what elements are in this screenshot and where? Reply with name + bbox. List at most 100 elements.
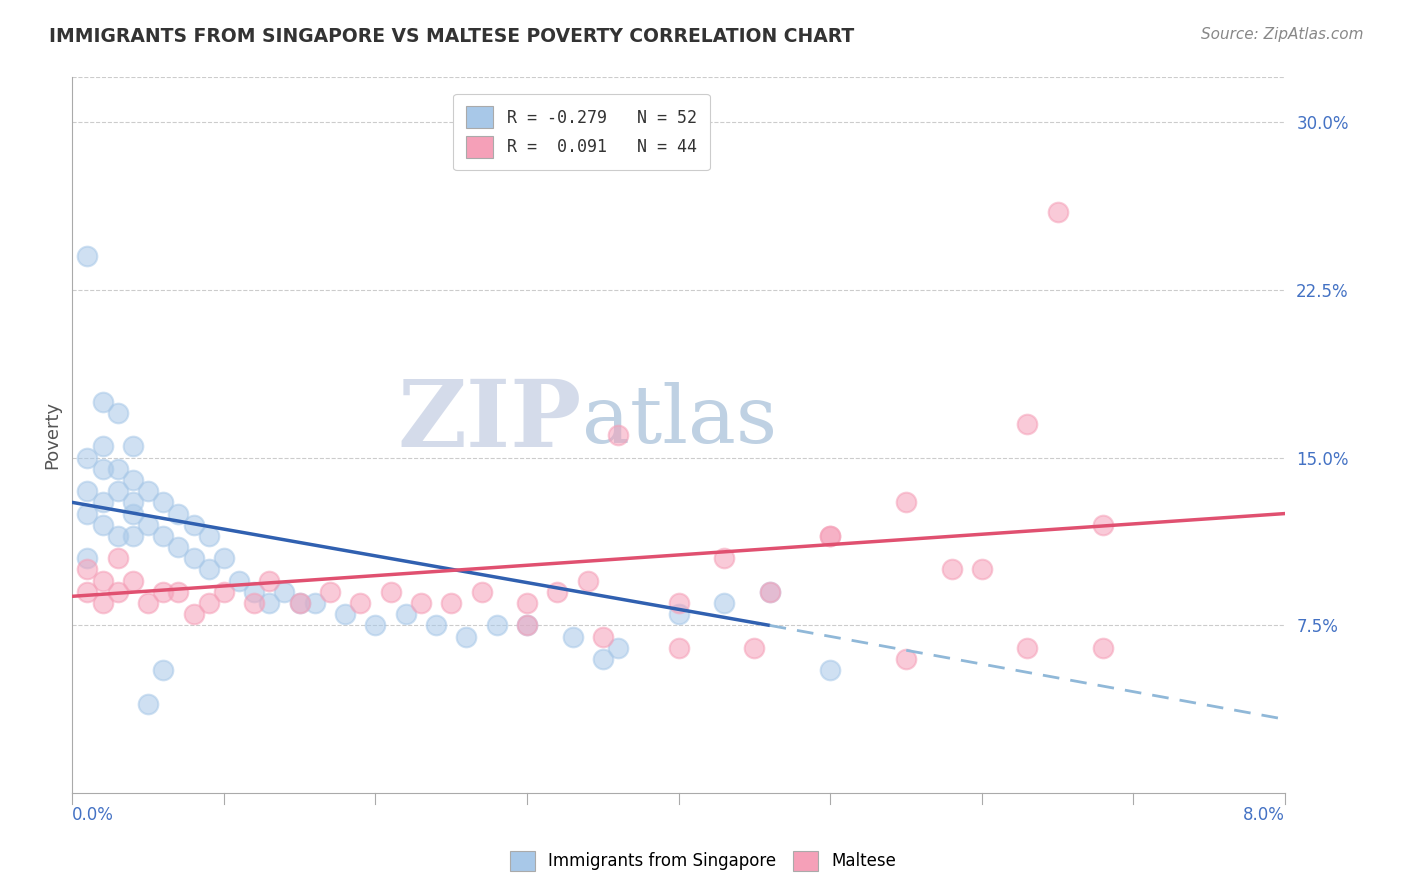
Point [941, 562, 963, 576]
Point [107, 584, 129, 599]
Point [471, 584, 494, 599]
Point [668, 596, 690, 610]
Point [212, 551, 235, 566]
Point [197, 529, 219, 543]
Point [122, 473, 145, 487]
Text: 0.0%: 0.0% [72, 806, 114, 824]
Point [243, 584, 266, 599]
Point [259, 574, 281, 588]
Point [122, 507, 145, 521]
Point [107, 462, 129, 476]
Point [894, 495, 917, 509]
Point [91, 517, 114, 532]
Point [76, 249, 98, 263]
Point [167, 507, 190, 521]
Legend: R = -0.279   N = 52, R =  0.091   N = 44: R = -0.279 N = 52, R = 0.091 N = 44 [453, 94, 710, 170]
Point [76, 562, 98, 576]
Point [183, 607, 205, 622]
Point [197, 596, 219, 610]
Point [183, 551, 205, 566]
Point [122, 495, 145, 509]
Text: Source: ZipAtlas.com: Source: ZipAtlas.com [1201, 27, 1364, 42]
Point [395, 607, 418, 622]
Point [152, 584, 174, 599]
Point [136, 484, 159, 499]
Point [136, 596, 159, 610]
Point [820, 529, 842, 543]
Point [136, 697, 159, 711]
Point [576, 574, 599, 588]
Y-axis label: Poverty: Poverty [44, 401, 60, 469]
Point [516, 596, 538, 610]
Point [607, 428, 630, 442]
Point [107, 551, 129, 566]
Point [1092, 517, 1115, 532]
Point [304, 596, 326, 610]
Point [319, 584, 342, 599]
Legend: Immigrants from Singapore, Maltese: Immigrants from Singapore, Maltese [502, 842, 904, 880]
Point [820, 663, 842, 677]
Text: 8.0%: 8.0% [1243, 806, 1285, 824]
Point [668, 640, 690, 655]
Point [1017, 640, 1039, 655]
Point [516, 618, 538, 632]
Point [259, 596, 281, 610]
Point [167, 584, 190, 599]
Point [1017, 417, 1039, 431]
Point [167, 540, 190, 554]
Point [456, 630, 478, 644]
Text: IMMIGRANTS FROM SINGAPORE VS MALTESE POVERTY CORRELATION CHART: IMMIGRANTS FROM SINGAPORE VS MALTESE POV… [49, 27, 855, 45]
Point [91, 462, 114, 476]
Point [592, 652, 614, 666]
Point [333, 607, 356, 622]
Point [91, 440, 114, 454]
Point [243, 596, 266, 610]
Point [744, 640, 766, 655]
Point [288, 596, 311, 610]
Point [713, 551, 735, 566]
Point [122, 574, 145, 588]
Point [107, 406, 129, 420]
Text: ZIP: ZIP [398, 376, 582, 466]
Point [380, 584, 402, 599]
Point [76, 507, 98, 521]
Point [894, 652, 917, 666]
Point [91, 596, 114, 610]
Point [668, 607, 690, 622]
Point [136, 517, 159, 532]
Point [607, 640, 630, 655]
Point [592, 630, 614, 644]
Point [76, 450, 98, 465]
Point [183, 517, 205, 532]
Point [91, 574, 114, 588]
Point [107, 484, 129, 499]
Point [212, 584, 235, 599]
Point [76, 551, 98, 566]
Point [561, 630, 583, 644]
Point [76, 484, 98, 499]
Point [91, 394, 114, 409]
Point [122, 440, 145, 454]
Point [197, 562, 219, 576]
Point [91, 495, 114, 509]
Point [485, 618, 508, 632]
Point [425, 618, 447, 632]
Point [820, 529, 842, 543]
Point [758, 584, 780, 599]
Point [970, 562, 993, 576]
Point [228, 574, 250, 588]
Text: atlas: atlas [582, 382, 776, 460]
Point [516, 618, 538, 632]
Point [152, 495, 174, 509]
Point [758, 584, 780, 599]
Point [152, 529, 174, 543]
Point [1092, 640, 1115, 655]
Point [349, 596, 371, 610]
Point [713, 596, 735, 610]
Point [288, 596, 311, 610]
Point [152, 663, 174, 677]
Point [546, 584, 568, 599]
Point [76, 584, 98, 599]
Point [364, 618, 387, 632]
Point [107, 529, 129, 543]
